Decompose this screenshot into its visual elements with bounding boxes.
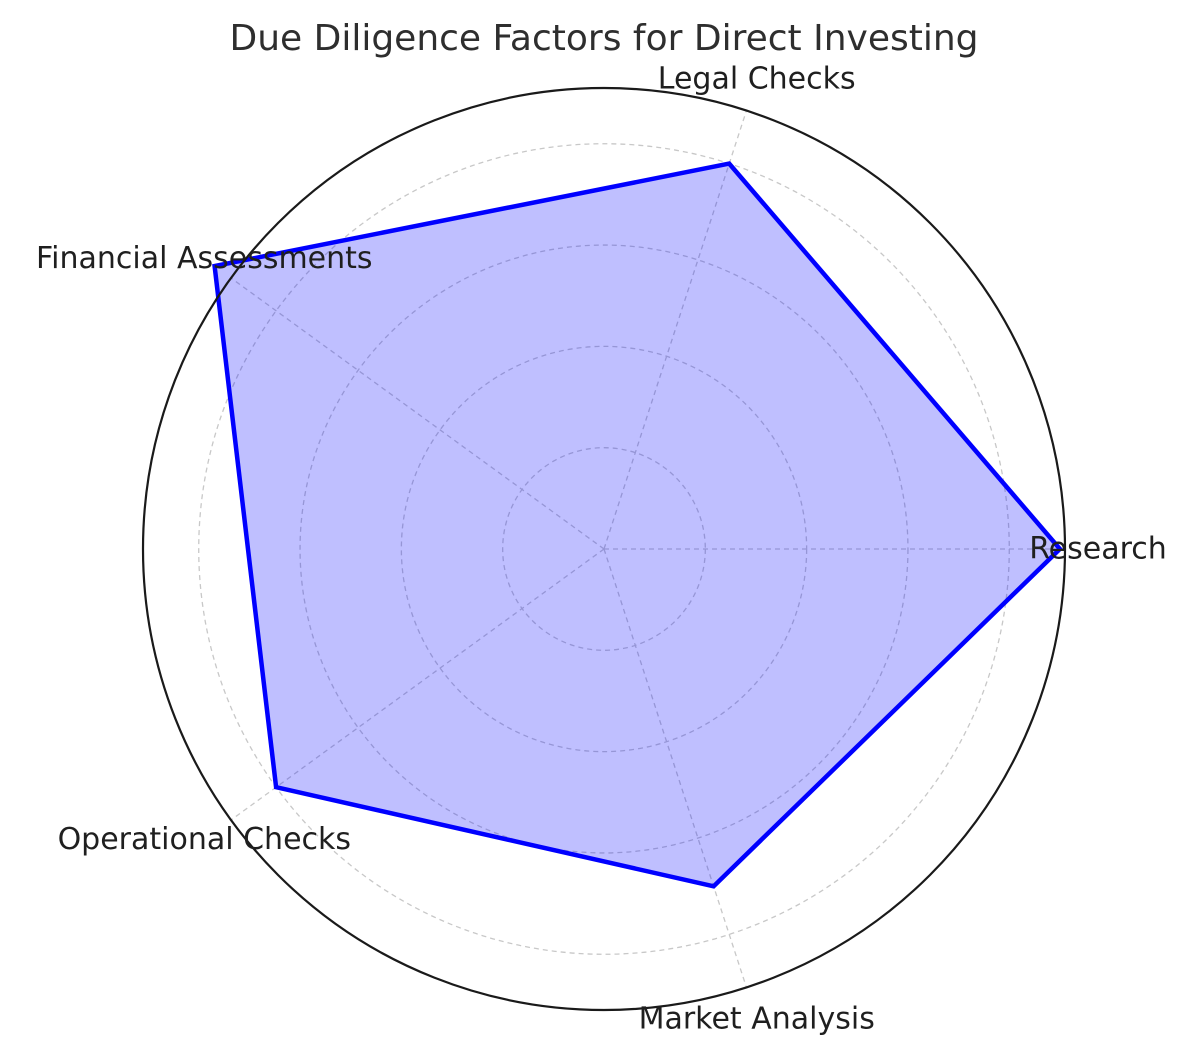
outer-ring — [141, 86, 1067, 1012]
category-labels: Research Legal Checks Financial Assessment… — [36, 62, 1167, 1037]
data-layer — [212, 161, 1063, 889]
chart-title: Due Diligence Factors for Direct Investi… — [229, 18, 978, 59]
category-label: Research — [1029, 532, 1167, 567]
grid-spoke — [230, 548, 605, 821]
data-area — [212, 161, 1063, 889]
grid-layer — [198, 110, 1065, 988]
grid-spoke — [230, 277, 605, 550]
category-label: Market Analysis — [639, 1001, 875, 1036]
grid-spoke — [603, 548, 748, 988]
category-label: Legal Checks — [658, 62, 856, 97]
grid-ring — [299, 244, 909, 854]
category-label: Financial Assessments — [36, 241, 373, 276]
grid-spoke — [603, 110, 748, 550]
category-label: Operational Checks — [58, 822, 351, 857]
